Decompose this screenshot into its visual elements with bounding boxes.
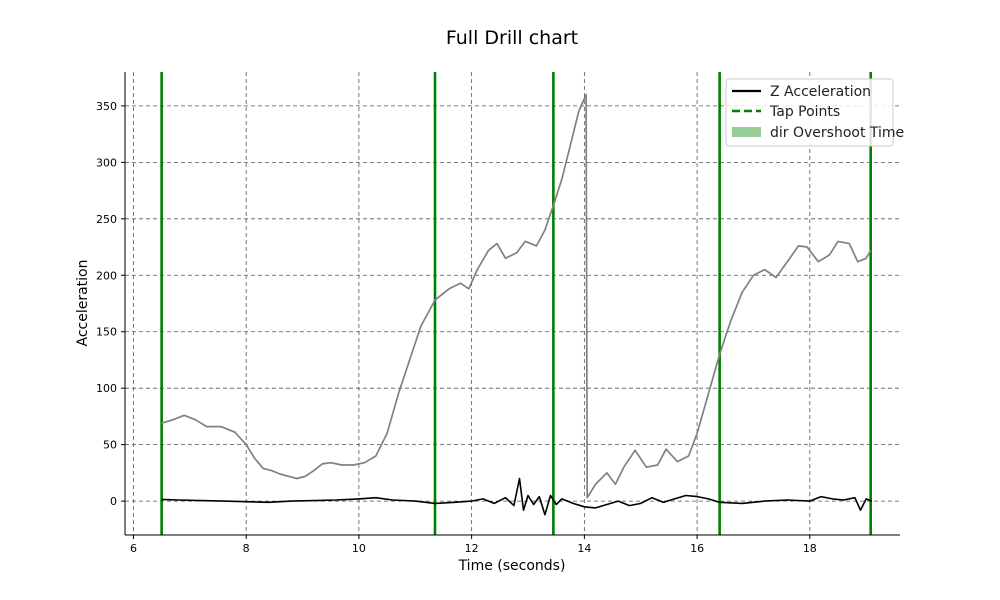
y-tick-label: 250: [96, 213, 117, 226]
tap-points: [160, 72, 872, 535]
x-tick-label: 8: [243, 542, 250, 555]
y-tick-label: 200: [96, 269, 117, 282]
y-tick-label: 50: [103, 439, 117, 452]
legend-label-z-acceleration: Z Acceleration: [770, 84, 871, 100]
y-tick-label: 100: [96, 382, 117, 395]
series-line-overshoot: [161, 93, 872, 499]
y-tick-label: 300: [96, 156, 117, 169]
legend-label-overshoot: dir Overshoot Time: [770, 125, 904, 141]
legend-swatch-overshoot: [732, 127, 761, 137]
x-tick-label: 14: [577, 542, 591, 555]
legend: Z Acceleration Tap Points dir Overshoot …: [725, 78, 904, 147]
chart-title: Full Drill chart: [446, 27, 578, 49]
ticks: 6 8 10 12 14 16 18 0 50 100 150 200 250 300 350: [96, 100, 817, 555]
legend-frame: [725, 78, 894, 147]
series-line-z-acceleration: [161, 477, 873, 516]
y-tick-label: 350: [96, 100, 117, 113]
series-lines: [161, 93, 873, 516]
y-tick-label: 150: [96, 326, 117, 339]
x-tick-label: 12: [465, 542, 479, 555]
legend-label-tap-points: Tap Points: [769, 104, 840, 120]
y-axis-label: Acceleration: [75, 260, 91, 347]
y-tick-label: 0: [110, 495, 117, 508]
grid: [125, 72, 900, 535]
x-tick-label: 18: [803, 542, 817, 555]
x-tick-label: 6: [130, 542, 137, 555]
x-axis-label: Time (seconds): [458, 558, 566, 574]
x-tick-label: 16: [690, 542, 704, 555]
x-tick-label: 10: [352, 542, 366, 555]
